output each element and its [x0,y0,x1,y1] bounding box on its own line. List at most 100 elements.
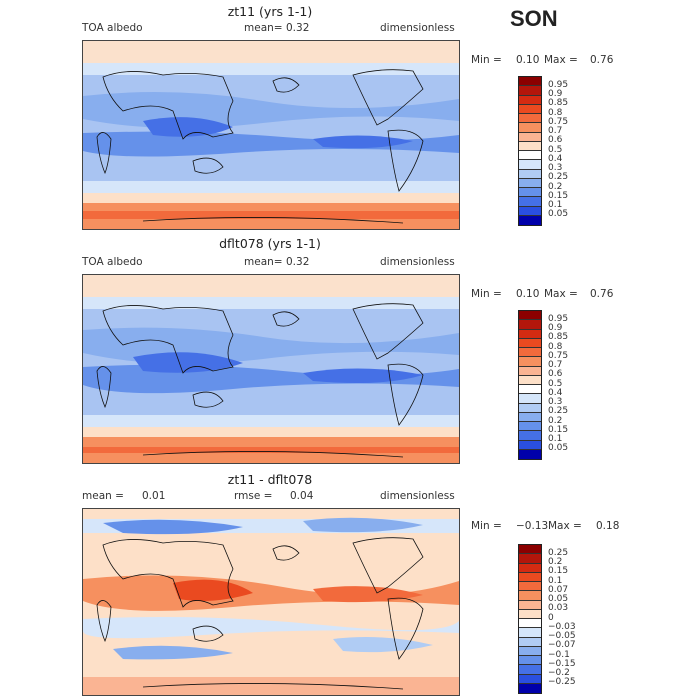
colorbar-tick-label: 0.25 [548,547,569,558]
colorbar-segment [519,215,541,225]
colorbar-tick-label: 0.05 [548,594,569,604]
colorbar-segment [519,77,541,87]
colorbar-segment [519,422,541,432]
panel2-map-field [83,275,459,463]
colorbar-segment [519,449,541,459]
panel1-mean-label: mean= [244,22,283,34]
colorbar-segment [519,86,541,96]
colorbar-tick-label: 0.7 [548,360,563,370]
colorbar-segment [519,151,541,161]
panel1-mean-value: 0.32 [286,22,310,34]
colorbar-segment [519,366,541,376]
colorbar-tick-label: 0.6 [548,135,563,146]
panel2-mean-value: 0.32 [286,256,310,268]
colorbar-tick-label: 0.05 [548,209,569,220]
colorbar-segment [519,440,541,450]
panel3-map [82,508,460,696]
colorbar-tick-label: 0 [548,612,554,623]
panel1-map [82,40,460,230]
colorbar-tick-label: −0.05 [548,631,576,641]
colorbar-tick-label: 0.07 [548,584,569,595]
panel2-units: dimensionless [380,256,455,268]
colorbar-tick-label: 0.95 [548,313,569,324]
colorbar-segment [519,357,541,367]
colorbar-tick-label: 0.85 [548,98,569,109]
colorbar-segment [519,554,541,564]
panel2-title: dflt078 (yrs 1-1) [219,236,321,251]
colorbar-tick-label: 0.5 [548,144,563,155]
colorbar-segment [519,674,541,684]
panel1-min-label: Min = [471,54,502,66]
colorbar-segment [519,412,541,422]
panel1-colorbar [518,76,542,226]
panel3-min-label: Min = [471,520,502,532]
colorbar-tick-label: −0.07 [548,640,576,651]
colorbar-tick-label: 0.2 [548,557,563,567]
colorbar-segment [519,545,541,555]
season-label: SON [510,6,558,31]
panel1-max-value: 0.76 [590,54,614,66]
colorbar-tick-label: 0.3 [548,397,563,407]
colorbar-segment [519,563,541,573]
panel3-map-field [83,509,459,695]
colorbar-segment [519,600,541,610]
colorbar-tick-label: 0.7 [548,126,563,136]
panel3-colorbar [518,544,542,694]
colorbar-segment [519,338,541,348]
colorbar-tick-label: 0.1 [548,434,563,444]
colorbar-tick-label: 0.95 [548,79,569,90]
colorbar-segment [519,582,541,592]
panel1-min-value: 0.10 [516,54,540,66]
colorbar-tick-label: 0.3 [548,163,563,173]
panel2-map [82,274,460,464]
colorbar-segment [519,609,541,619]
colorbar-tick-label: −0.1 [548,649,570,660]
colorbar-segment [519,348,541,358]
colorbar-tick-label: −0.03 [548,621,576,632]
panel3-min-value: −0.13 [516,520,549,532]
colorbar-segment [519,178,541,188]
colorbar-segment [519,375,541,385]
colorbar-tick-label: 0.15 [548,190,569,201]
panel3-rmse-label: rmse = [234,490,273,502]
colorbar-tick-label: 0.05 [548,443,569,454]
colorbar-tick-label: 0.9 [548,89,563,99]
colorbar-tick-label: −0.15 [548,658,576,669]
colorbar-segment [519,206,541,216]
colorbar-segment [519,160,541,170]
panel1-units: dimensionless [380,22,455,34]
colorbar-tick-label: 0.15 [548,566,569,577]
colorbar-tick-label: 0.25 [548,406,569,417]
colorbar-segment [519,628,541,638]
colorbar-segment [519,169,541,179]
panel2-max-value: 0.76 [590,288,614,300]
panel2-max-label: Max = [544,288,578,300]
colorbar-tick-label: −0.25 [548,677,576,688]
colorbar-segment [519,591,541,601]
colorbar-segment [519,656,541,666]
colorbar-tick-label: 0.1 [548,575,563,586]
colorbar-tick-label: 0.5 [548,378,563,389]
colorbar-segment [519,403,541,413]
colorbar-segment [519,394,541,404]
colorbar-tick-label: 0.4 [548,387,563,398]
panel3-max-label: Max = [548,520,582,532]
panel1-variable-label: TOA albedo [82,22,143,34]
panel3-title: zt11 - dflt078 [227,472,313,487]
colorbar-tick-label: 0.85 [548,332,569,343]
colorbar-segment [519,132,541,142]
panel2-colorbar [518,310,542,460]
colorbar-tick-label: 0.9 [548,323,563,333]
colorbar-segment [519,320,541,330]
panel1-max-label: Max = [544,54,578,66]
colorbar-segment [519,619,541,629]
panel2-variable-label: TOA albedo [82,256,143,268]
panel3-mean-value: 0.01 [142,490,166,502]
panel2-mean-label: mean= [244,256,283,268]
colorbar-segment [519,646,541,656]
colorbar-tick-label: 0.03 [548,603,569,614]
panel3-max-value: 0.18 [596,520,620,532]
colorbar-segment [519,329,541,339]
colorbar-tick-label: 0.6 [548,369,563,380]
colorbar-segment [519,431,541,441]
